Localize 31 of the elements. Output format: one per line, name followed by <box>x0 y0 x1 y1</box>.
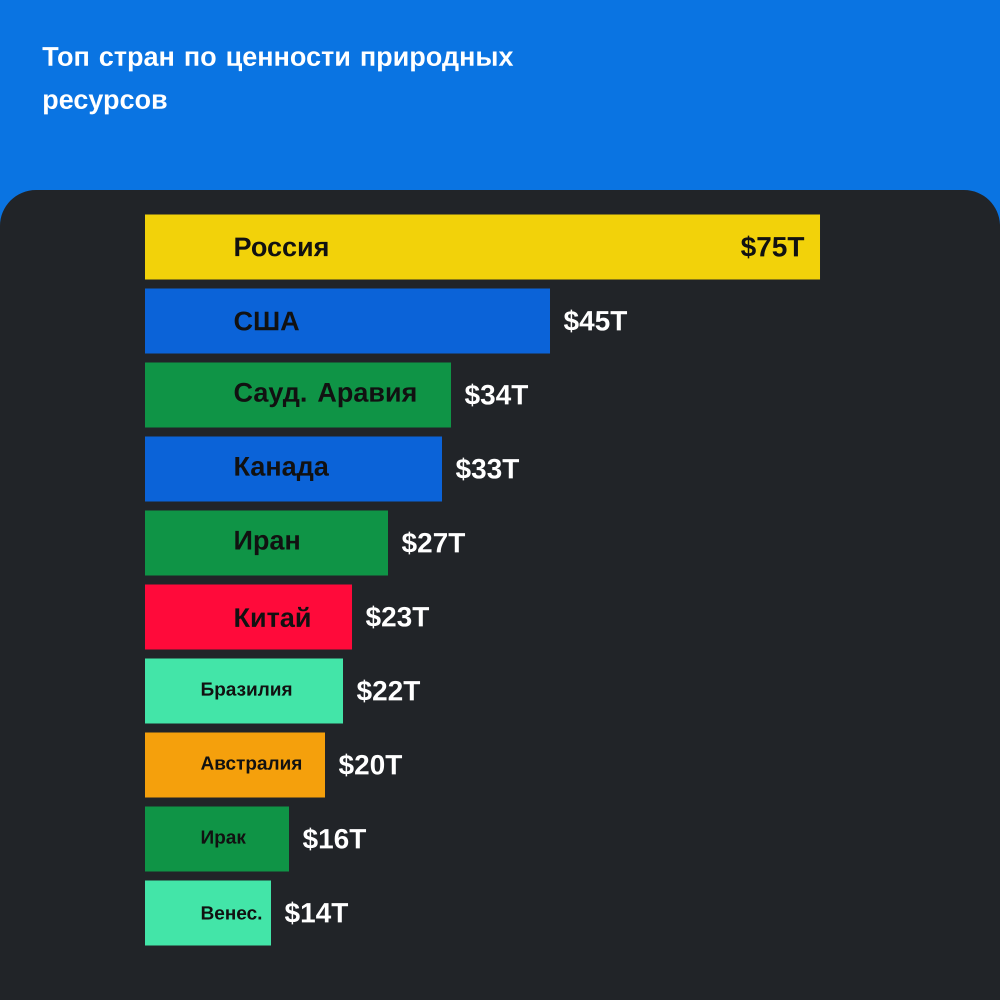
data-label: $34T <box>464 384 528 406</box>
bar <box>145 880 271 946</box>
y-tick-label: Иран <box>235 530 299 556</box>
bar <box>145 584 352 650</box>
bar <box>145 214 820 280</box>
chart-title: Топ стран по ценности природных ресурсов <box>42 47 514 114</box>
data-label: $16T <box>302 828 366 850</box>
y-tick-label: Венес. <box>202 906 262 920</box>
y-tick-label: Бразилия <box>202 682 292 700</box>
y-tick-label: Ирак <box>202 830 246 848</box>
y-tick-label: Сауд. Аравия <box>234 382 416 408</box>
y-tick-label: США <box>234 311 299 331</box>
data-label: $27T <box>402 532 466 554</box>
data-label: $20T <box>338 754 402 776</box>
y-tick-label: Россия <box>235 238 328 256</box>
y-tick-label: Канада <box>235 457 330 481</box>
data-label: $23T <box>366 606 430 628</box>
data-label: $33T <box>456 458 520 480</box>
bar <box>145 658 344 724</box>
data-label: $45T <box>564 310 628 332</box>
data-label: $14T <box>284 902 348 924</box>
bar <box>145 510 388 576</box>
data-label: $22T <box>356 680 420 702</box>
y-tick-label: Китай <box>235 606 310 628</box>
bar <box>145 288 550 354</box>
y-tick-label: Австралия <box>201 756 302 774</box>
bar <box>145 806 290 872</box>
bar <box>145 732 326 798</box>
bar <box>145 362 452 428</box>
bar <box>145 436 442 502</box>
data-label: $75T <box>741 236 804 258</box>
